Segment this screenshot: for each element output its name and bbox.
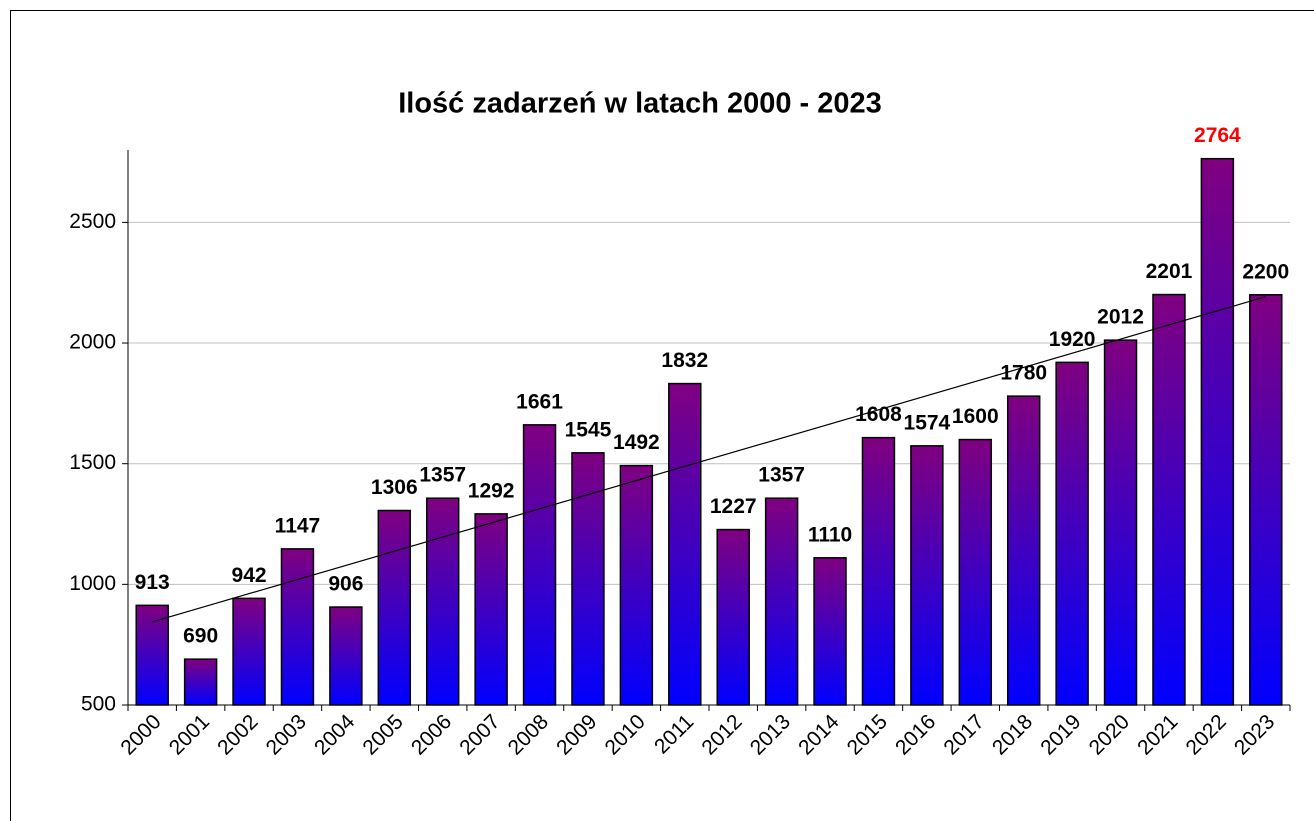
bar — [1200, 157, 1235, 706]
bar — [1249, 294, 1283, 706]
bar — [958, 438, 993, 706]
bar — [522, 424, 557, 706]
bar — [474, 513, 508, 706]
chart-title: Ilość zadarzeń w latach 2000 - 2023 — [398, 88, 882, 120]
bar — [668, 382, 702, 706]
data-label: 2012 — [1097, 306, 1144, 329]
data-label: 1832 — [661, 349, 708, 372]
data-label: 1600 — [952, 405, 999, 428]
bar — [619, 464, 654, 706]
data-label: 1574 — [904, 411, 951, 434]
bar — [571, 452, 605, 706]
y-tick-label: 2500 — [69, 210, 116, 233]
bar — [716, 528, 750, 706]
bar — [1006, 395, 1041, 706]
y-tick-label: 2000 — [69, 331, 116, 354]
data-label: 1110 — [808, 523, 852, 546]
y-tick-label: 1000 — [69, 572, 116, 595]
data-label: 1306 — [371, 476, 418, 499]
bar — [183, 658, 218, 706]
data-label: 1545 — [565, 418, 612, 441]
bar — [861, 436, 896, 706]
data-label: 1357 — [758, 464, 805, 487]
bar — [425, 497, 460, 706]
bar — [813, 557, 847, 706]
trend-line — [152, 296, 1266, 623]
data-label: 1608 — [855, 403, 902, 426]
data-label: 1780 — [1000, 362, 1047, 385]
data-label: 1920 — [1049, 328, 1096, 351]
bar — [1152, 293, 1186, 706]
data-label: 2200 — [1242, 260, 1289, 283]
data-label: 913 — [135, 571, 170, 594]
data-label: 1357 — [419, 464, 466, 487]
data-label: 942 — [232, 564, 267, 587]
chart-frame — [10, 10, 1314, 821]
bar — [764, 497, 799, 706]
data-label: 2764 — [1194, 124, 1241, 147]
bar — [135, 604, 169, 706]
bar — [377, 509, 412, 706]
y-tick-label: 500 — [81, 693, 116, 716]
data-label: 690 — [183, 625, 218, 648]
bar — [329, 606, 363, 706]
data-label: 2201 — [1146, 260, 1193, 283]
bar — [1055, 361, 1089, 706]
bar — [232, 597, 266, 706]
data-label: 906 — [328, 573, 363, 596]
data-label: 1147 — [275, 514, 321, 537]
data-label: 1227 — [710, 495, 757, 518]
bar — [280, 548, 315, 706]
data-label: 1661 — [516, 390, 563, 413]
data-label: 1492 — [613, 431, 660, 454]
y-tick-label: 1500 — [69, 451, 116, 474]
bar — [1103, 339, 1138, 706]
data-label: 1292 — [468, 479, 515, 502]
bar — [910, 445, 944, 706]
